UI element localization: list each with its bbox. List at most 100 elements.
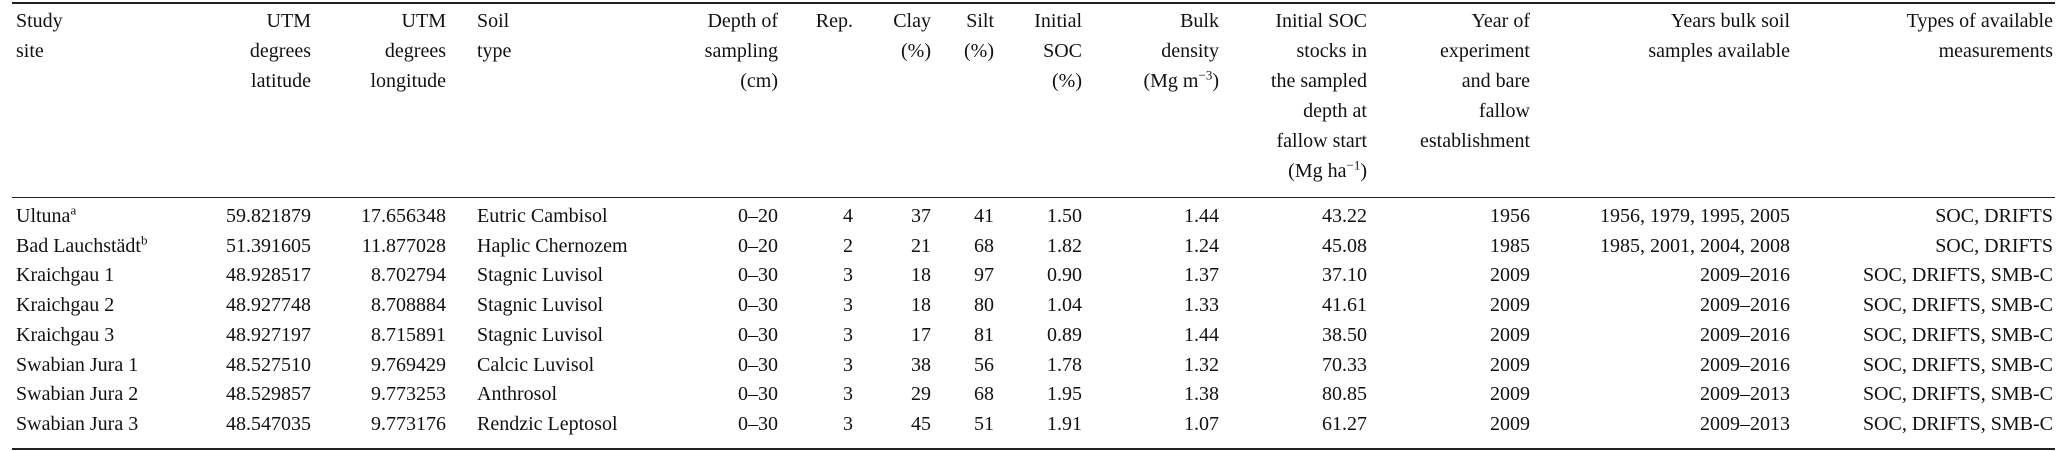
text: 0–30 bbox=[738, 264, 778, 287]
text: and bare bbox=[1461, 70, 1530, 92]
text: 0.90 bbox=[1047, 264, 1082, 287]
data-cell: 18 bbox=[911, 260, 931, 290]
data-cell: 1.33 bbox=[1184, 290, 1219, 320]
text: Kraichgau 1 bbox=[16, 264, 115, 287]
data-cell: 2009–2016 bbox=[1700, 350, 1790, 380]
text: 2009–2016 bbox=[1700, 264, 1790, 287]
text: 1.07 bbox=[1184, 412, 1219, 435]
text: degrees bbox=[384, 40, 446, 62]
text: Ultuna bbox=[16, 205, 71, 227]
text: 38 bbox=[911, 353, 931, 376]
text: UTM bbox=[401, 10, 446, 32]
row-label: Bad Lauchstädtb bbox=[16, 231, 147, 261]
text: 1.44 bbox=[1184, 205, 1219, 227]
text: Stagnic Luvisol bbox=[477, 323, 604, 346]
text: Study bbox=[16, 10, 63, 32]
top-rule bbox=[12, 2, 2055, 4]
text: SOC, DRIFTS bbox=[1935, 234, 2053, 257]
header-cell: latitude bbox=[251, 66, 311, 96]
text: 0–30 bbox=[738, 353, 778, 376]
header-cell: Rep. bbox=[816, 6, 853, 36]
text: 3 bbox=[843, 353, 853, 376]
text: 1.91 bbox=[1047, 412, 1082, 435]
text: 2009–2016 bbox=[1700, 323, 1790, 346]
data-cell: SOC, DRIFTS bbox=[1935, 201, 2053, 231]
row-label: Swabian Jura 2 bbox=[16, 379, 138, 409]
text: (%) bbox=[901, 40, 931, 62]
text: 29 bbox=[911, 383, 931, 406]
row-label: Swabian Jura 3 bbox=[16, 409, 138, 439]
row-label: Ultunaa bbox=[16, 201, 76, 231]
data-cell: 51 bbox=[974, 409, 994, 439]
text: 56 bbox=[974, 353, 994, 376]
data-cell: 2009–2016 bbox=[1700, 260, 1790, 290]
text: 70.33 bbox=[1322, 353, 1367, 376]
data-cell: 41.61 bbox=[1322, 290, 1367, 320]
header-cell: Year of bbox=[1471, 6, 1530, 36]
data-cell: 0.89 bbox=[1047, 320, 1082, 350]
text: samples available bbox=[1648, 40, 1790, 62]
text: 37.10 bbox=[1322, 264, 1367, 287]
data-cell: 45.08 bbox=[1322, 231, 1367, 261]
data-cell: 2009 bbox=[1490, 379, 1530, 409]
text: 4 bbox=[843, 205, 853, 227]
header-cell: (cm) bbox=[740, 66, 778, 96]
text: Initial SOC bbox=[1275, 10, 1367, 32]
header-cell: Bulk bbox=[1180, 6, 1219, 36]
data-cell: 9.773253 bbox=[371, 379, 446, 409]
header-cell: Silt bbox=[966, 6, 994, 36]
text: 51 bbox=[974, 412, 994, 435]
header-cell: (%) bbox=[964, 36, 994, 66]
text: 48.927197 bbox=[226, 323, 311, 346]
text: 37 bbox=[911, 205, 931, 227]
data-cell: SOC, DRIFTS, SMB-C bbox=[1863, 320, 2053, 350]
text: 21 bbox=[911, 234, 931, 257]
header-cell: sampling bbox=[705, 36, 778, 66]
header-cell: fallow start bbox=[1276, 126, 1367, 156]
text: 2009 bbox=[1490, 294, 1530, 317]
data-cell: 68 bbox=[974, 379, 994, 409]
data-cell: 2009–2016 bbox=[1700, 320, 1790, 350]
data-cell: Stagnic Luvisol bbox=[477, 290, 603, 320]
text: Initial bbox=[1034, 10, 1082, 32]
header-cell: site bbox=[16, 36, 44, 66]
data-cell: 3 bbox=[843, 379, 853, 409]
text: 3 bbox=[843, 264, 853, 287]
text: stocks in bbox=[1296, 40, 1367, 62]
header-cell: (Mg m−3) bbox=[1143, 66, 1219, 96]
text: 1956, 1979, 1995, 2005 bbox=[1600, 205, 1790, 227]
text: 0–30 bbox=[738, 294, 778, 317]
header-cell: UTM bbox=[402, 6, 446, 36]
text: 97 bbox=[974, 264, 994, 287]
header-cell: SOC bbox=[1043, 36, 1082, 66]
data-cell: SOC, DRIFTS, SMB-C bbox=[1863, 260, 2053, 290]
data-cell: Stagnic Luvisol bbox=[477, 260, 603, 290]
text: density bbox=[1161, 40, 1219, 62]
header-cell: Initial bbox=[1034, 6, 1082, 36]
text: experiment bbox=[1440, 40, 1530, 62]
text: 45.08 bbox=[1322, 234, 1367, 257]
text: UTM bbox=[266, 10, 311, 32]
header-rule bbox=[12, 197, 2055, 198]
data-cell: 3 bbox=[843, 290, 853, 320]
data-cell: SOC, DRIFTS, SMB-C bbox=[1863, 379, 2053, 409]
data-cell: 45 bbox=[911, 409, 931, 439]
text: (Mg m bbox=[1143, 70, 1199, 92]
data-cell: 1.91 bbox=[1047, 409, 1082, 439]
header-cell: type bbox=[477, 36, 511, 66]
text: SOC, DRIFTS, SMB-C bbox=[1862, 323, 2053, 346]
header-cell: samples available bbox=[1648, 36, 1790, 66]
row-label: Swabian Jura 1 bbox=[16, 350, 138, 380]
text: fallow bbox=[1478, 100, 1530, 122]
data-cell: 48.527510 bbox=[226, 350, 311, 380]
data-cell: SOC, DRIFTS, SMB-C bbox=[1863, 409, 2053, 439]
text: Depth of bbox=[707, 10, 778, 32]
data-cell: 61.27 bbox=[1322, 409, 1367, 439]
text: Stagnic Luvisol bbox=[477, 264, 604, 287]
text: 2009 bbox=[1490, 353, 1530, 376]
data-cell: 0–30 bbox=[738, 379, 778, 409]
data-cell: 56 bbox=[974, 350, 994, 380]
data-cell: 1985, 2001, 2004, 2008 bbox=[1600, 231, 1790, 261]
text: (%) bbox=[1052, 70, 1082, 92]
row-label: Kraichgau 3 bbox=[16, 320, 114, 350]
